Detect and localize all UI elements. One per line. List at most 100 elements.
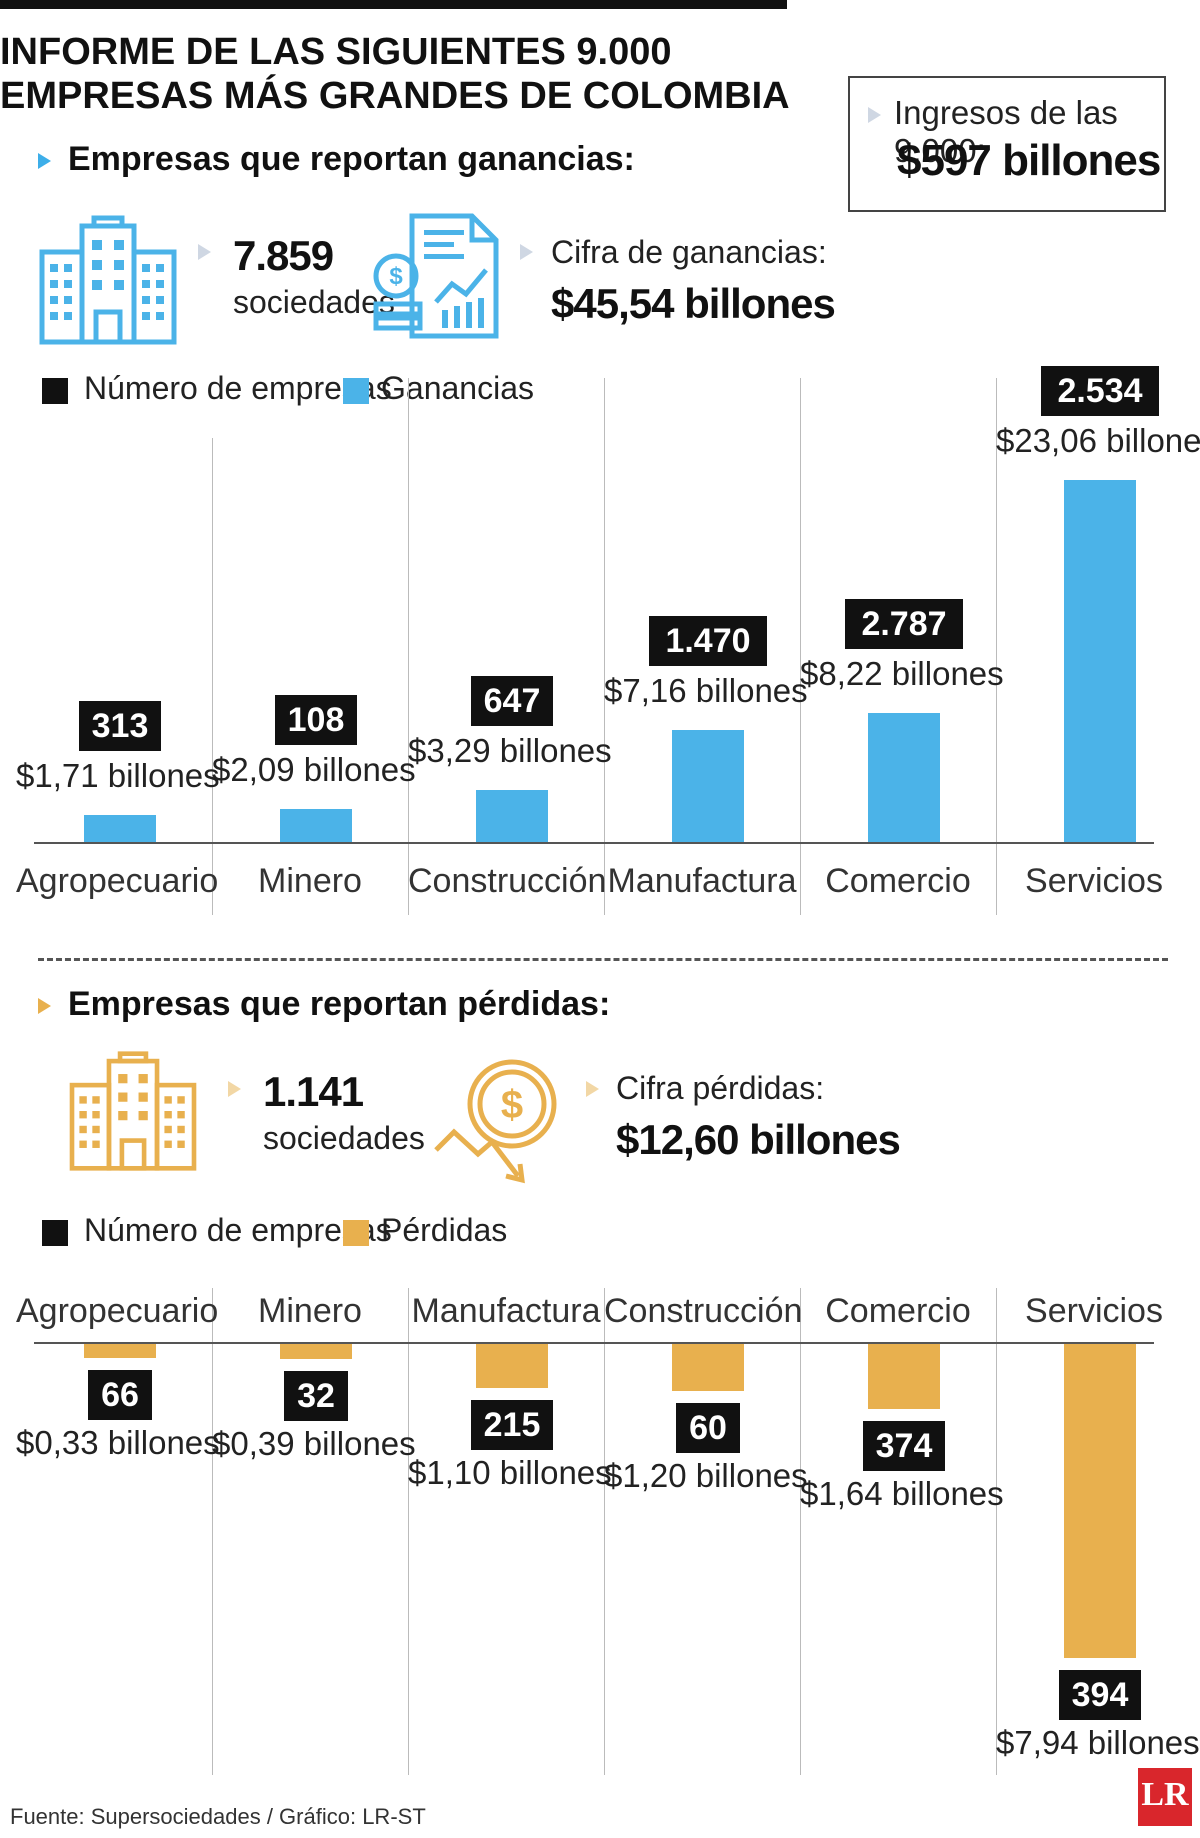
bar-ganancias (280, 809, 352, 842)
bar-value-label: $7,16 billones (604, 671, 808, 709)
count-badge: 60 (676, 1403, 740, 1454)
column-divider (996, 378, 997, 915)
svg-text:$: $ (389, 263, 403, 290)
triangle-marker-icon (198, 244, 211, 260)
bar-value-label: $23,06 billones (996, 422, 1200, 459)
category-label: Agropecuario (16, 1292, 219, 1330)
bar-value-label: $1,71 billones (16, 757, 220, 795)
column-divider (996, 1288, 997, 1775)
bar-perdidas (84, 1344, 156, 1358)
bar-value-label: $3,29 billones (408, 732, 612, 770)
building-icon (39, 215, 177, 345)
count-badge: 2.534 (1041, 366, 1159, 416)
legend-swatch-count (42, 1220, 68, 1246)
ganancias-figure-label: Cifra de ganancias: (551, 234, 827, 270)
column-divider (800, 1288, 801, 1775)
bar-perdidas (280, 1344, 352, 1360)
column-divider (408, 378, 409, 915)
column-divider (212, 438, 213, 915)
legend-label-count: Número de empresas (84, 1212, 392, 1248)
category-label: Comercio (825, 862, 971, 900)
legend-label-ganancias: Ganancias (381, 370, 534, 406)
count-badge: 215 (471, 1399, 553, 1450)
ganancias-count: 7.859 (233, 232, 334, 279)
bar-ganancias (672, 729, 744, 842)
legend-swatch-count (42, 378, 68, 404)
triangle-marker-icon (38, 998, 51, 1014)
column-divider (408, 1288, 409, 1775)
bar-value-label: $1,10 billones (408, 1453, 612, 1491)
column-divider (800, 378, 801, 915)
perdidas-figure-value: $12,60 billones (616, 1116, 901, 1163)
triangle-marker-icon (868, 107, 881, 123)
bar-perdidas (868, 1344, 940, 1409)
baseline-axis (34, 1342, 1154, 1344)
bar-value-label: $0,39 billones (212, 1425, 416, 1463)
bar-perdidas (476, 1344, 548, 1388)
ingresos-label: Ingresos de las 9.000: (894, 94, 1118, 169)
count-badge: 2.787 (845, 598, 963, 649)
triangle-marker-icon (228, 1081, 241, 1097)
svg-text:$: $ (501, 1083, 523, 1127)
bar-ganancias (868, 712, 940, 842)
source-note: Fuente: Supersociedades / Gráfico: LR-ST (10, 1804, 426, 1829)
legend-swatch-perdidas (343, 1220, 369, 1246)
financial-report-icon: $ (373, 213, 499, 339)
ganancias-count-unit: sociedades (233, 284, 395, 320)
title-line-1: INFORME DE LAS SIGUIENTES 9.000 (0, 31, 672, 73)
count-badge: 647 (471, 676, 553, 727)
legend-label-perdidas: Pérdidas (381, 1212, 508, 1248)
bar-perdidas (672, 1344, 744, 1392)
section-title-perdidas: Empresas que reportan pérdidas: (68, 985, 611, 1023)
perdidas-figure-label: Cifra pérdidas: (616, 1070, 825, 1106)
category-label: Minero (258, 862, 362, 900)
triangle-marker-icon (38, 153, 51, 169)
bar-ganancias (1064, 480, 1136, 842)
bar-value-label: $8,22 billones (800, 654, 1004, 692)
ingresos-value: $597 billones (897, 136, 1161, 185)
count-badge: 374 (863, 1420, 945, 1471)
column-divider (212, 1288, 213, 1775)
legend-swatch-ganancias (343, 378, 369, 404)
lr-logo: LR (1138, 1768, 1192, 1826)
perdidas-count: 1.141 (263, 1068, 364, 1115)
category-label: Construcción (408, 862, 607, 900)
triangle-marker-icon (520, 244, 533, 260)
category-label: Manufactura (411, 1292, 601, 1330)
bar-ganancias (476, 790, 548, 842)
ingresos-box (848, 76, 1166, 212)
perdidas-count-unit: sociedades (263, 1120, 425, 1156)
bar-ganancias (84, 815, 156, 842)
category-label: Servicios (1025, 1292, 1163, 1330)
category-label: Construcción (604, 1292, 803, 1330)
baseline-axis (34, 842, 1154, 844)
bar-perdidas (1064, 1344, 1136, 1658)
column-divider (604, 1288, 605, 1775)
section-title-ganancias: Empresas que reportan ganancias: (68, 140, 635, 178)
count-badge: 394 (1059, 1670, 1141, 1720)
section-divider (38, 958, 1168, 961)
category-label: Servicios (1025, 862, 1163, 900)
bar-value-label: $0,33 billones (16, 1424, 220, 1461)
category-label: Manufactura (607, 862, 797, 900)
page-title: INFORME DE LAS SIGUIENTES 9.000 EMPRESAS… (0, 30, 790, 118)
count-badge: 66 (88, 1370, 152, 1420)
category-label: Comercio (825, 1292, 971, 1330)
building-icon (69, 1051, 197, 1171)
category-label: Minero (258, 1292, 362, 1330)
column-divider (604, 378, 605, 915)
legend-label-count: Número de empresas (84, 370, 392, 406)
triangle-marker-icon (586, 1081, 599, 1097)
money-down-icon: $ (434, 1059, 557, 1184)
category-label: Agropecuario (16, 862, 219, 900)
count-badge: 313 (79, 701, 161, 752)
bar-value-label: $2,09 billones (212, 751, 416, 789)
count-badge: 1.470 (649, 615, 767, 666)
bar-value-label: $1,20 billones (604, 1457, 808, 1495)
bar-value-label: $7,94 billones (996, 1724, 1200, 1761)
count-badge: 108 (275, 695, 357, 746)
bar-value-label: $1,64 billones (800, 1474, 1004, 1512)
top-rule (0, 0, 787, 9)
ganancias-figure-value: $45,54 billones (551, 280, 836, 327)
count-badge: 32 (284, 1371, 348, 1422)
